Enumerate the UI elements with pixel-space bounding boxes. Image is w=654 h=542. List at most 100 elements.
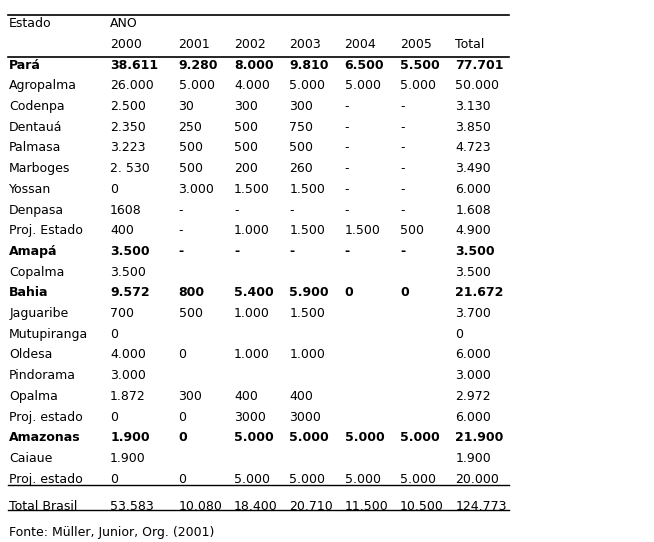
Text: 6.000: 6.000 <box>455 410 491 423</box>
Text: 200: 200 <box>234 162 258 175</box>
Text: 2.500: 2.500 <box>110 100 146 113</box>
Text: -: - <box>400 204 404 217</box>
Text: -: - <box>234 204 238 217</box>
Text: 3000: 3000 <box>234 410 266 423</box>
Text: 20.000: 20.000 <box>455 473 499 486</box>
Text: -: - <box>400 183 404 196</box>
Text: 1.000: 1.000 <box>234 224 269 237</box>
Text: 700: 700 <box>110 307 134 320</box>
Text: 2005: 2005 <box>400 38 432 51</box>
Text: 3.500: 3.500 <box>455 266 491 279</box>
Text: 5.000: 5.000 <box>234 431 273 444</box>
Text: -: - <box>179 204 183 217</box>
Text: 2000: 2000 <box>110 38 142 51</box>
Text: 6.500: 6.500 <box>345 59 384 72</box>
Text: 1.872: 1.872 <box>110 390 146 403</box>
Text: Estado: Estado <box>9 17 52 30</box>
Text: Pará: Pará <box>9 59 41 72</box>
Text: -: - <box>345 121 349 134</box>
Text: Codenpa: Codenpa <box>9 100 65 113</box>
Text: -: - <box>345 100 349 113</box>
Text: -: - <box>289 204 294 217</box>
Text: 1.500: 1.500 <box>289 307 325 320</box>
Text: Palmasa: Palmasa <box>9 141 61 154</box>
Text: 1.900: 1.900 <box>110 431 150 444</box>
Text: -: - <box>234 245 239 258</box>
Text: 750: 750 <box>289 121 313 134</box>
Text: 18.400: 18.400 <box>234 500 278 513</box>
Text: 6.000: 6.000 <box>455 349 491 362</box>
Text: -: - <box>179 224 183 237</box>
Text: Proj. estado: Proj. estado <box>9 410 83 423</box>
Text: Proj. Estado: Proj. Estado <box>9 224 83 237</box>
Text: 400: 400 <box>289 390 313 403</box>
Text: 10.500: 10.500 <box>400 500 444 513</box>
Text: 3.500: 3.500 <box>455 245 495 258</box>
Text: Agropalma: Agropalma <box>9 79 77 92</box>
Text: 5.000: 5.000 <box>400 79 436 92</box>
Text: Opalma: Opalma <box>9 390 58 403</box>
Text: 300: 300 <box>234 100 258 113</box>
Text: Pindorama: Pindorama <box>9 369 77 382</box>
Text: 3.700: 3.700 <box>455 307 491 320</box>
Text: 0: 0 <box>400 286 409 299</box>
Text: 0: 0 <box>455 328 463 341</box>
Text: 0: 0 <box>179 473 186 486</box>
Text: Fonte: Müller, Junior, Org. (2001): Fonte: Müller, Junior, Org. (2001) <box>9 526 215 539</box>
Text: Caiaue: Caiaue <box>9 452 52 465</box>
Text: Yossan: Yossan <box>9 183 52 196</box>
Text: Jaguaribe: Jaguaribe <box>9 307 69 320</box>
Text: 2001: 2001 <box>179 38 211 51</box>
Text: 5.400: 5.400 <box>234 286 273 299</box>
Text: 30: 30 <box>179 100 194 113</box>
Text: 1.000: 1.000 <box>234 307 269 320</box>
Text: 5.000: 5.000 <box>345 473 381 486</box>
Text: -: - <box>345 183 349 196</box>
Text: 2002: 2002 <box>234 38 266 51</box>
Text: 5.000: 5.000 <box>345 79 381 92</box>
Text: 500: 500 <box>179 141 203 154</box>
Text: 1.608: 1.608 <box>455 204 491 217</box>
Text: -: - <box>345 204 349 217</box>
Text: 1.500: 1.500 <box>345 224 381 237</box>
Text: 1.500: 1.500 <box>234 183 269 196</box>
Text: -: - <box>345 141 349 154</box>
Text: 2004: 2004 <box>345 38 376 51</box>
Text: -: - <box>345 245 350 258</box>
Text: 2.350: 2.350 <box>110 121 146 134</box>
Text: 4.000: 4.000 <box>110 349 146 362</box>
Text: 4.000: 4.000 <box>234 79 269 92</box>
Text: -: - <box>400 162 404 175</box>
Text: 5.000: 5.000 <box>289 79 325 92</box>
Text: Marboges: Marboges <box>9 162 71 175</box>
Text: 1.900: 1.900 <box>110 452 146 465</box>
Text: 8.000: 8.000 <box>234 59 273 72</box>
Text: 3.500: 3.500 <box>110 266 146 279</box>
Text: 1.900: 1.900 <box>455 452 491 465</box>
Text: 53.583: 53.583 <box>110 500 154 513</box>
Text: Total: Total <box>455 38 485 51</box>
Text: 1.000: 1.000 <box>234 349 269 362</box>
Text: 50.000: 50.000 <box>455 79 499 92</box>
Text: 5.000: 5.000 <box>234 473 270 486</box>
Text: 38.611: 38.611 <box>110 59 158 72</box>
Text: 300: 300 <box>289 100 313 113</box>
Text: 77.701: 77.701 <box>455 59 504 72</box>
Text: 800: 800 <box>179 286 205 299</box>
Text: 6.000: 6.000 <box>455 183 491 196</box>
Text: 21.900: 21.900 <box>455 431 504 444</box>
Text: 0: 0 <box>179 349 186 362</box>
Text: 5.500: 5.500 <box>400 59 439 72</box>
Text: 0: 0 <box>110 183 118 196</box>
Text: Copalma: Copalma <box>9 266 65 279</box>
Text: 4.723: 4.723 <box>455 141 491 154</box>
Text: -: - <box>179 245 184 258</box>
Text: 400: 400 <box>234 390 258 403</box>
Text: -: - <box>400 121 404 134</box>
Text: 5.000: 5.000 <box>400 431 439 444</box>
Text: -: - <box>400 245 405 258</box>
Text: 300: 300 <box>179 390 202 403</box>
Text: 10.080: 10.080 <box>179 500 222 513</box>
Text: Bahia: Bahia <box>9 286 48 299</box>
Text: 9.280: 9.280 <box>179 59 218 72</box>
